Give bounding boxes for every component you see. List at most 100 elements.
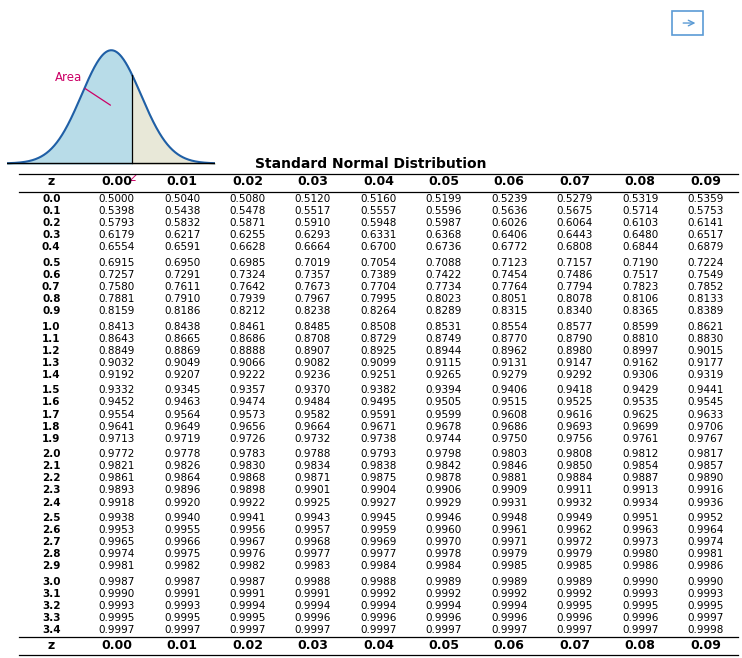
Text: 0.9916: 0.9916: [687, 486, 723, 495]
Text: 0.9357: 0.9357: [229, 386, 266, 395]
Text: 0.9986: 0.9986: [622, 561, 658, 571]
Text: 0.9345: 0.9345: [164, 386, 200, 395]
Text: 0.9370: 0.9370: [295, 386, 331, 395]
Text: 0.9994: 0.9994: [491, 601, 528, 611]
Text: 0.5120: 0.5120: [295, 194, 331, 204]
Text: 0.9545: 0.9545: [687, 397, 723, 407]
Text: 0.9956: 0.9956: [229, 525, 266, 535]
Text: 0.8944: 0.8944: [426, 345, 462, 356]
Text: 0.9982: 0.9982: [164, 561, 200, 571]
Text: 0.5279: 0.5279: [556, 194, 593, 204]
Text: 0.9750: 0.9750: [491, 434, 528, 443]
Text: 0.6844: 0.6844: [622, 242, 658, 252]
Text: 0.04: 0.04: [363, 640, 394, 653]
Text: 0.9936: 0.9936: [687, 497, 723, 507]
Text: 0.6406: 0.6406: [491, 230, 528, 240]
Text: 0.9406: 0.9406: [491, 386, 528, 395]
Text: 0.9463: 0.9463: [164, 397, 200, 407]
Text: 0.9783: 0.9783: [229, 449, 266, 459]
Text: 0.9826: 0.9826: [164, 461, 200, 471]
Text: 0.8051: 0.8051: [491, 294, 528, 304]
Text: 0.8289: 0.8289: [426, 306, 462, 316]
Text: 0.9964: 0.9964: [687, 525, 723, 535]
Text: 0.9943: 0.9943: [295, 513, 331, 523]
Text: 0.8159: 0.8159: [99, 306, 135, 316]
Text: 3.2: 3.2: [42, 601, 61, 611]
Text: 0.9946: 0.9946: [426, 513, 462, 523]
Text: 0.6808: 0.6808: [556, 242, 593, 252]
Text: 0.7123: 0.7123: [491, 258, 528, 268]
Text: 0.6985: 0.6985: [229, 258, 266, 268]
Text: 3.3: 3.3: [42, 613, 61, 623]
Text: 0.8508: 0.8508: [361, 322, 396, 332]
Text: 0.9207: 0.9207: [164, 370, 200, 380]
Text: 0.5160: 0.5160: [361, 194, 396, 204]
Text: 0.9484: 0.9484: [295, 397, 331, 407]
Text: 0.9967: 0.9967: [229, 537, 266, 547]
Text: 0.5793: 0.5793: [99, 218, 135, 228]
Text: 0.9732: 0.9732: [295, 434, 331, 443]
Text: 0.8078: 0.8078: [556, 294, 593, 304]
Text: 0.5557: 0.5557: [360, 206, 397, 216]
Text: 0.6879: 0.6879: [687, 242, 723, 252]
Text: 0.9970: 0.9970: [426, 537, 462, 547]
Text: 0.9251: 0.9251: [360, 370, 397, 380]
Text: 0.9925: 0.9925: [295, 497, 331, 507]
Text: 0.9995: 0.9995: [164, 613, 200, 623]
Text: 0.9992: 0.9992: [426, 589, 462, 599]
Text: 0.9909: 0.9909: [491, 486, 528, 495]
Text: 0.7611: 0.7611: [164, 282, 200, 292]
Text: 0.9997: 0.9997: [229, 625, 266, 635]
Text: 0.8: 0.8: [42, 294, 61, 304]
Text: 0.9997: 0.9997: [622, 625, 658, 635]
Text: 0.3: 0.3: [42, 230, 61, 240]
Text: 0.8830: 0.8830: [687, 334, 723, 343]
Text: 0.8686: 0.8686: [229, 334, 266, 343]
Text: 0.9979: 0.9979: [556, 549, 593, 559]
Text: 0.8212: 0.8212: [229, 306, 266, 316]
Text: 0.5948: 0.5948: [360, 218, 397, 228]
Text: 0.9875: 0.9875: [360, 473, 397, 484]
Text: 0.6255: 0.6255: [229, 230, 266, 240]
Text: Standard Normal Distribution: Standard Normal Distribution: [255, 157, 487, 172]
Text: z: z: [129, 172, 135, 184]
Text: 0.09: 0.09: [690, 640, 721, 653]
Text: 0.9991: 0.9991: [295, 589, 331, 599]
Text: 0.9989: 0.9989: [426, 577, 462, 587]
Text: 0.9980: 0.9980: [622, 549, 658, 559]
Text: 0.8869: 0.8869: [164, 345, 200, 356]
Text: 0.9986: 0.9986: [687, 561, 723, 571]
Text: 0.9793: 0.9793: [360, 449, 397, 459]
Text: 0.9850: 0.9850: [556, 461, 593, 471]
Text: 0.8577: 0.8577: [556, 322, 593, 332]
Text: 0.9279: 0.9279: [491, 370, 528, 380]
Text: 0.9941: 0.9941: [229, 513, 266, 523]
Text: 0.9693: 0.9693: [556, 422, 593, 432]
Text: 0.6915: 0.6915: [99, 258, 135, 268]
Text: 2.0: 2.0: [42, 449, 61, 459]
Text: 0.6772: 0.6772: [491, 242, 528, 252]
Text: 0.8264: 0.8264: [360, 306, 397, 316]
Text: 0.9968: 0.9968: [295, 537, 331, 547]
Text: 0.7642: 0.7642: [229, 282, 266, 292]
FancyBboxPatch shape: [672, 11, 703, 35]
Text: 0.8599: 0.8599: [622, 322, 658, 332]
Text: 0.7257: 0.7257: [99, 270, 135, 280]
Text: 0.9993: 0.9993: [622, 589, 658, 599]
Text: 0.1: 0.1: [42, 206, 61, 216]
Text: 0.9115: 0.9115: [426, 358, 462, 368]
Text: 0.6443: 0.6443: [556, 230, 593, 240]
Text: 1.8: 1.8: [42, 422, 61, 432]
Text: 0.9994: 0.9994: [295, 601, 331, 611]
Text: 0.00: 0.00: [101, 640, 132, 653]
Text: 0.8888: 0.8888: [229, 345, 266, 356]
Text: 0.9985: 0.9985: [556, 561, 593, 571]
Text: 0.9830: 0.9830: [229, 461, 266, 471]
Text: z: z: [47, 640, 55, 653]
Text: 0.9993: 0.9993: [99, 601, 135, 611]
Text: 0.7291: 0.7291: [164, 270, 200, 280]
Text: 0.7967: 0.7967: [295, 294, 331, 304]
Text: 0.9901: 0.9901: [295, 486, 331, 495]
Text: 0.8531: 0.8531: [426, 322, 462, 332]
Text: 0.5199: 0.5199: [426, 194, 462, 204]
